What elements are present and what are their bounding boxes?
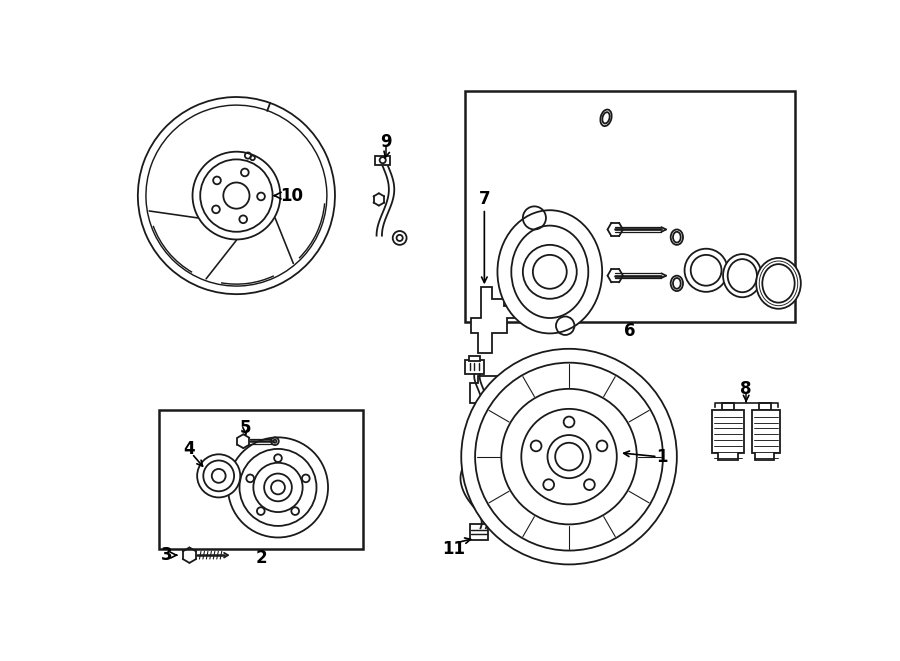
Text: 9: 9 (380, 133, 392, 151)
Circle shape (197, 454, 240, 498)
Text: 2: 2 (256, 549, 267, 567)
Circle shape (228, 438, 328, 537)
Bar (469, 356, 480, 361)
Text: 10: 10 (274, 186, 303, 205)
Bar (760, 403, 770, 410)
Ellipse shape (670, 229, 683, 245)
Polygon shape (472, 288, 515, 353)
Ellipse shape (670, 276, 683, 291)
Text: 4: 4 (183, 440, 194, 458)
Text: 7: 7 (479, 190, 490, 208)
Polygon shape (752, 410, 780, 461)
Bar (470, 524, 488, 540)
Circle shape (685, 249, 728, 292)
Ellipse shape (723, 254, 761, 297)
Circle shape (138, 97, 335, 294)
Text: 3: 3 (161, 546, 173, 564)
Bar (159, 410, 364, 549)
Ellipse shape (498, 210, 602, 333)
Ellipse shape (600, 110, 612, 126)
Text: 6: 6 (624, 322, 635, 340)
Bar (465, 360, 483, 374)
Text: 8: 8 (741, 380, 751, 398)
Bar (722, 403, 734, 410)
Polygon shape (712, 410, 743, 461)
Bar (465, 91, 795, 322)
Bar (375, 155, 391, 165)
Text: 1: 1 (656, 447, 667, 465)
Polygon shape (471, 375, 508, 410)
Polygon shape (498, 210, 602, 333)
Text: 5: 5 (240, 419, 251, 437)
Ellipse shape (756, 258, 801, 309)
Text: 11: 11 (442, 540, 465, 558)
Circle shape (461, 349, 677, 564)
